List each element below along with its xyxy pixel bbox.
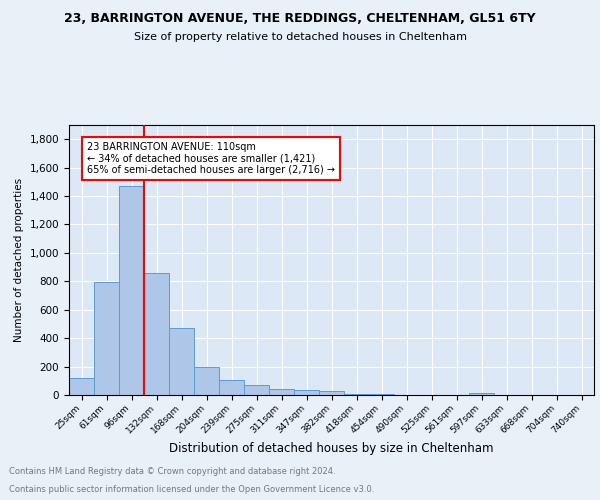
Bar [144,273,169,395]
Bar [94,282,119,395]
Bar [344,394,369,395]
Text: Contains public sector information licensed under the Open Government Licence v3: Contains public sector information licen… [9,485,374,494]
Bar [244,386,269,395]
Bar [469,393,494,395]
X-axis label: Distribution of detached houses by size in Cheltenham: Distribution of detached houses by size … [169,442,494,454]
Text: Size of property relative to detached houses in Cheltenham: Size of property relative to detached ho… [133,32,467,42]
Bar [194,366,219,395]
Y-axis label: Number of detached properties: Number of detached properties [14,178,24,342]
Bar [369,394,394,395]
Text: Contains HM Land Registry data © Crown copyright and database right 2024.: Contains HM Land Registry data © Crown c… [9,467,335,476]
Bar [119,186,144,395]
Bar [294,390,319,395]
Bar [69,378,94,395]
Bar [269,388,294,395]
Text: 23, BARRINGTON AVENUE, THE REDDINGS, CHELTENHAM, GL51 6TY: 23, BARRINGTON AVENUE, THE REDDINGS, CHE… [64,12,536,26]
Text: 23 BARRINGTON AVENUE: 110sqm
← 34% of detached houses are smaller (1,421)
65% of: 23 BARRINGTON AVENUE: 110sqm ← 34% of de… [87,142,335,176]
Bar [319,392,344,395]
Bar [169,328,194,395]
Bar [219,380,244,395]
